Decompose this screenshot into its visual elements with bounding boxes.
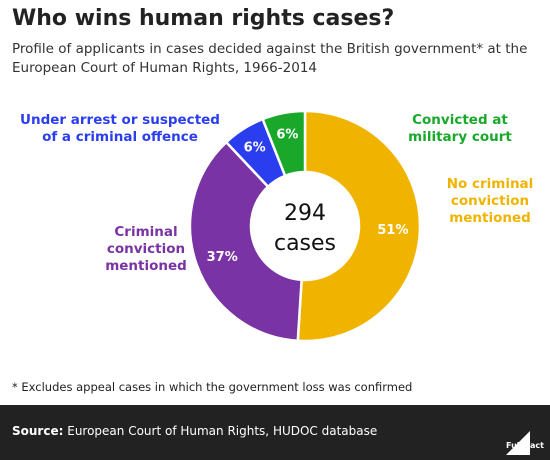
footnote: * Excludes appeal cases in which the gov… <box>12 380 413 394</box>
source-label: Source: <box>12 424 64 438</box>
value-label-criminal-conviction: 37% <box>207 250 238 265</box>
center-total: 294 <box>284 201 326 226</box>
category-label-military-court: Convicted at military court <box>408 112 512 145</box>
slice-no-criminal-conviction <box>296 109 422 343</box>
footer-bar: Source: European Court of Human Rights, … <box>0 405 550 460</box>
donut-chart: 51% 37% 6% 6% 294 cases No criminal convictio… <box>20 109 534 343</box>
category-label-no-criminal-conviction: No criminal conviction mentioned <box>447 176 534 226</box>
subtitle: Profile of applicants in cases decided a… <box>12 41 528 76</box>
brand-name: Full Fact <box>506 441 544 450</box>
full-fact-logo-icon <box>506 431 530 455</box>
source-text: European Court of Human Rights, HUDOC da… <box>67 424 378 438</box>
source: Source: European Court of Human Rights, … <box>12 424 377 438</box>
category-label-under-arrest: Under arrest or suspected of a criminal o… <box>20 112 220 145</box>
slice-criminal-conviction <box>188 140 303 343</box>
center-unit: cases <box>274 231 336 256</box>
slice-military-court <box>261 109 307 178</box>
value-label-no-criminal-conviction: 51% <box>377 223 408 238</box>
value-label-military-court: 6% <box>276 128 298 143</box>
value-label-under-arrest: 6% <box>244 141 266 156</box>
category-label-criminal-conviction: Criminal conviction mentioned <box>105 224 187 274</box>
title: Who wins human rights cases? <box>12 6 395 31</box>
